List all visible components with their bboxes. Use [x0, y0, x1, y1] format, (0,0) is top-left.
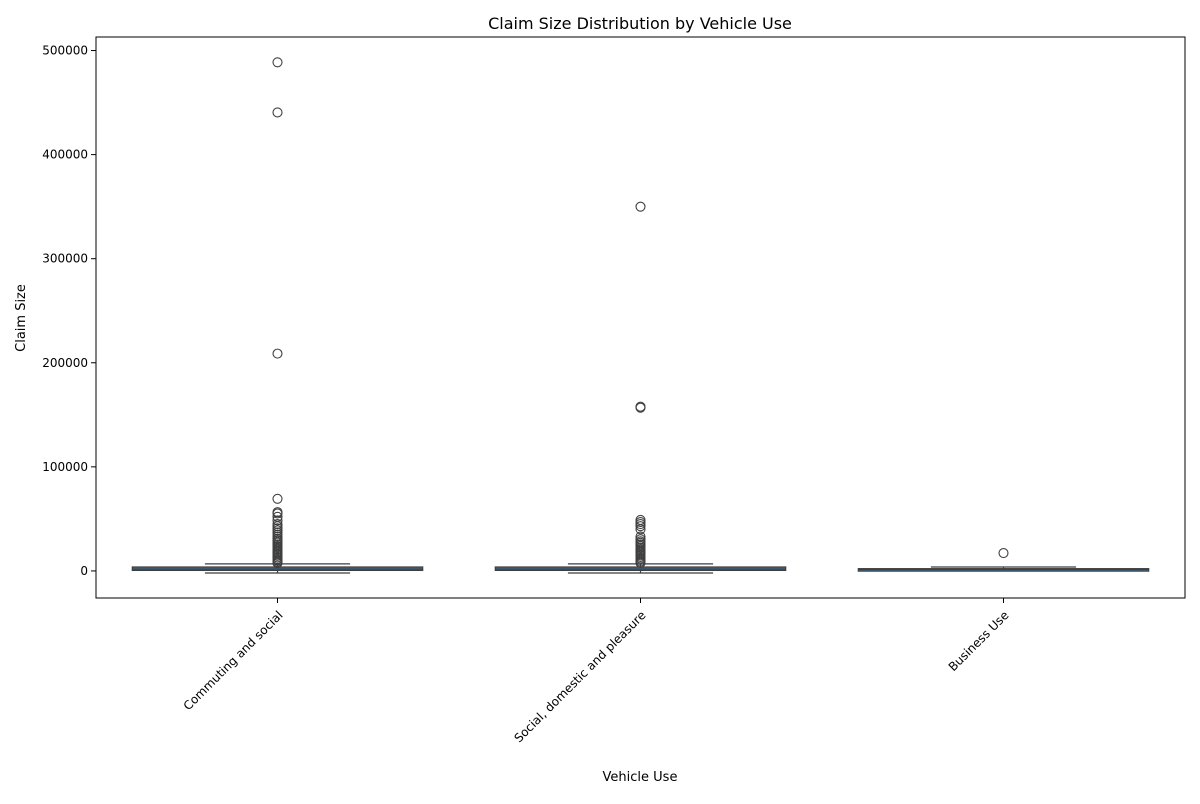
- outlier-point: [272, 57, 283, 68]
- x-axis-title: Vehicle Use: [603, 770, 678, 785]
- y-tick-label: 0: [80, 564, 88, 578]
- outlier-point: [272, 493, 283, 504]
- outlier-point: [272, 558, 283, 569]
- y-tick-label: 300000: [42, 252, 88, 266]
- outlier-point: [635, 521, 646, 532]
- outlier-point: [272, 508, 283, 519]
- x-tick-label: Business Use: [946, 608, 1012, 674]
- outlier-point: [272, 348, 283, 359]
- x-tick-label: Commuting and social: [181, 608, 286, 713]
- y-tick-label: 200000: [42, 356, 88, 370]
- outlier-point: [635, 557, 646, 568]
- outlier-point: [635, 201, 646, 212]
- outlier-point: [635, 402, 646, 413]
- y-tick-label: 100000: [42, 460, 88, 474]
- x-tick-label: Social, domestic and pleasure: [511, 608, 648, 745]
- chart-title: Claim Size Distribution by Vehicle Use: [488, 14, 792, 33]
- x-axis-ticks: Commuting and social Social, domestic and…: [181, 598, 1012, 745]
- y-axis-ticks: 0 100000 200000 300000 400000 500000: [42, 44, 96, 578]
- outlier-point: [635, 524, 646, 535]
- box-group: [857, 547, 1150, 572]
- plot-frame: [95, 36, 1186, 599]
- box-group: [494, 201, 787, 574]
- boxes-layer: [131, 57, 1150, 574]
- outlier-point: [998, 547, 1009, 559]
- outlier-point: [272, 515, 283, 526]
- box-group: [131, 57, 424, 574]
- y-tick-label: 400000: [42, 148, 88, 162]
- y-tick-label: 500000: [42, 44, 88, 58]
- y-axis-title: Claim Size: [14, 284, 29, 352]
- outlier-point: [272, 107, 283, 118]
